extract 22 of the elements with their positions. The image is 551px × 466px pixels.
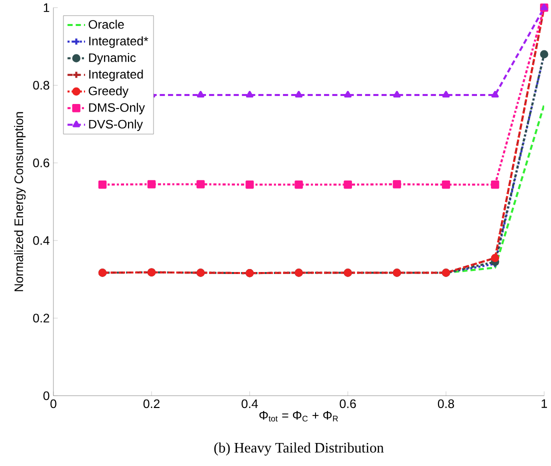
legend-label: Integrated* <box>89 36 148 48</box>
y-axis-title: Normalized Energy Consumption <box>14 112 26 292</box>
x-tick-label: 0.6 <box>340 400 356 408</box>
legend-label: Dynamic <box>89 53 136 65</box>
text: (b) Heavy Tailed Distribution <box>214 442 384 456</box>
y-tick-label: 0.6 <box>33 158 50 168</box>
y-tick-label: 0.4 <box>33 236 50 246</box>
x-tick-label: 0 <box>50 400 56 408</box>
legend-label: Oracle <box>88 20 124 29</box>
y-tick-label: 1 <box>44 4 50 12</box>
y-tick-label: 0 <box>43 392 50 400</box>
x-tick-label: 0.2 <box>143 400 160 408</box>
y-tick-label: 0.2 <box>33 314 50 323</box>
x-tick-label: 0.8 <box>438 400 454 408</box>
legend-label: DMS-Only <box>89 103 145 115</box>
legend-label: DVS-Only <box>89 120 143 132</box>
x-tick-label: 0.4 <box>242 400 258 408</box>
legend-label: Greedy <box>88 86 129 98</box>
x-axis-title: Φ$_{tot}$ = Φ$_{C}$ + Φ$_{R}$ <box>259 411 338 422</box>
y-tick-label: 0.8 <box>33 81 50 90</box>
x-tick-label: 1 <box>542 400 547 408</box>
legend-label: Integrated <box>89 70 143 82</box>
